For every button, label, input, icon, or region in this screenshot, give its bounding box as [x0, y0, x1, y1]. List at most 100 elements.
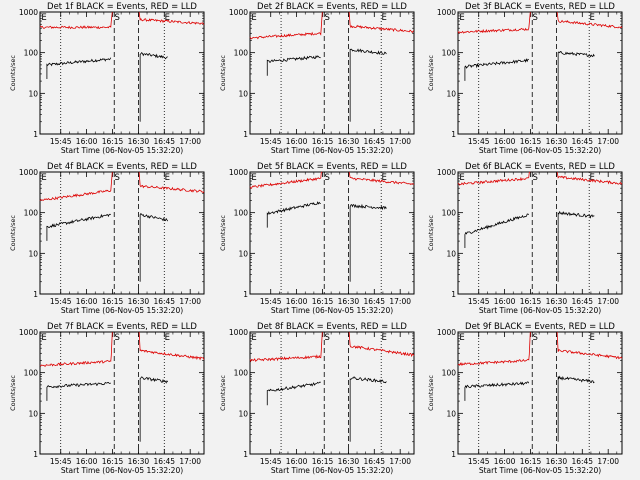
marker-letter: S: [115, 173, 120, 183]
y-axis-label: Counts/sec: [219, 55, 227, 91]
x-tick-label: 16:00: [494, 297, 516, 306]
marker-letter: E: [251, 13, 256, 23]
chart-title: Det 3f BLACK = Events, RED = LLD: [465, 2, 615, 12]
y-tick-label: 1000: [19, 8, 38, 17]
y-axis-label: Counts/sec: [427, 55, 435, 91]
x-tick-label: 16:30: [546, 457, 568, 466]
marker-letter: E: [459, 173, 464, 183]
plot-frame: [249, 11, 415, 135]
y-axis-label: Counts/sec: [9, 375, 17, 411]
y-tick-label: 10: [28, 409, 38, 418]
lld-series-line: [556, 171, 623, 185]
y-tick-label: 1: [451, 290, 456, 299]
x-tick-label: 16:15: [520, 297, 542, 306]
y-tick-label: 1000: [437, 328, 456, 337]
x-tick-label: 16:00: [286, 137, 308, 146]
x-tick-label: 16:00: [494, 137, 516, 146]
marker-letter: E: [41, 333, 46, 343]
lld-series-line: [138, 11, 205, 25]
x-tick-label: 16:45: [363, 457, 385, 466]
marker-letter: S: [533, 13, 538, 23]
x-axis-label: Start Time (06-Nov-05 15:32:20): [271, 146, 393, 155]
y-tick-label: 1000: [437, 8, 456, 17]
events-series-line: [557, 210, 595, 282]
y-tick-label: 1: [243, 290, 248, 299]
y-tick-label: 100: [442, 49, 457, 58]
y-tick-label: 1: [243, 130, 248, 139]
x-tick-label: 16:45: [571, 297, 593, 306]
lld-series-line: [348, 11, 415, 33]
lld-series-line: [556, 331, 623, 360]
y-tick-label: 100: [442, 209, 457, 218]
detector-chart-9: Det 9f BLACK = Events, RED = LLD 1 10 100 10…: [427, 322, 623, 475]
y-tick-label: 10: [446, 89, 456, 98]
chart-title: Det 4f BLACK = Events, RED = LLD: [47, 162, 197, 172]
y-tick-label: 100: [24, 369, 39, 378]
plot-frame: [249, 171, 415, 295]
y-tick-label: 1000: [229, 168, 248, 177]
x-tick-label: 16:15: [102, 457, 124, 466]
lld-series-line: [348, 171, 415, 186]
x-tick-label: 16:00: [286, 457, 308, 466]
x-tick-label: 17:00: [179, 457, 201, 466]
lld-series-line: [39, 11, 113, 30]
marker-letter: E: [165, 173, 170, 183]
chart-title: Det 2f BLACK = Events, RED = LLD: [257, 2, 407, 12]
x-tick-label: 16:15: [312, 137, 334, 146]
x-tick-label: 16:00: [76, 297, 98, 306]
lld-series-line: [556, 11, 623, 29]
events-series-line: [349, 48, 387, 122]
x-tick-label: 16:45: [153, 297, 175, 306]
marker-letter: E: [41, 173, 46, 183]
lld-series-line: [457, 171, 531, 186]
y-tick-label: 10: [28, 89, 38, 98]
marker-letter: E: [590, 13, 595, 23]
detector-chart-2: Det 2f BLACK = Events, RED = LLD 1 10 100 10…: [219, 2, 415, 155]
y-tick-label: 1000: [229, 8, 248, 17]
plot-frame: [249, 331, 415, 455]
x-tick-label: 16:15: [102, 297, 124, 306]
y-tick-label: 1: [33, 130, 38, 139]
y-tick-label: 100: [234, 49, 249, 58]
x-tick-label: 16:00: [76, 137, 98, 146]
y-tick-label: 1000: [437, 168, 456, 177]
x-axis-label: Start Time (06-Nov-05 15:32:20): [271, 466, 393, 475]
events-series-line: [557, 51, 595, 122]
chart-title: Det 8f BLACK = Events, RED = LLD: [257, 322, 407, 332]
y-tick-label: 10: [238, 409, 248, 418]
y-tick-label: 10: [446, 409, 456, 418]
marker-letter: S: [533, 173, 538, 183]
detector-chart-4: Det 4f BLACK = Events, RED = LLD 1 10 100 10…: [9, 162, 205, 315]
events-series-line: [266, 201, 321, 228]
x-tick-label: 15:45: [260, 457, 282, 466]
x-tick-label: 15:45: [260, 297, 282, 306]
x-tick-label: 17:00: [389, 137, 411, 146]
x-tick-label: 16:15: [520, 137, 542, 146]
x-tick-label: 15:45: [260, 137, 282, 146]
marker-letter: E: [590, 173, 595, 183]
x-tick-label: 16:15: [312, 457, 334, 466]
events-series-line: [464, 58, 529, 81]
events-series-line: [349, 376, 387, 442]
x-tick-label: 15:45: [50, 137, 72, 146]
events-series-line: [557, 375, 595, 442]
x-tick-label: 16:45: [153, 457, 175, 466]
y-tick-label: 1: [33, 450, 38, 459]
plot-frame: [457, 331, 623, 455]
y-tick-label: 10: [28, 249, 38, 258]
x-tick-label: 16:15: [312, 297, 334, 306]
x-tick-label: 15:45: [50, 297, 72, 306]
x-axis-label: Start Time (06-Nov-05 15:32:20): [479, 146, 601, 155]
y-tick-label: 100: [442, 369, 457, 378]
x-tick-label: 16:45: [571, 457, 593, 466]
events-series-line: [464, 213, 530, 249]
y-tick-label: 1: [33, 290, 38, 299]
detector-chart-1: Det 1f BLACK = Events, RED = LLD 1 10 100 10…: [9, 2, 205, 155]
lld-series-line: [457, 11, 531, 34]
lld-series-line: [39, 171, 113, 201]
marker-letter: E: [382, 13, 387, 23]
x-tick-label: 16:30: [546, 137, 568, 146]
x-axis-label: Start Time (06-Nov-05 15:32:20): [479, 306, 601, 315]
marker-letter: S: [533, 333, 538, 343]
